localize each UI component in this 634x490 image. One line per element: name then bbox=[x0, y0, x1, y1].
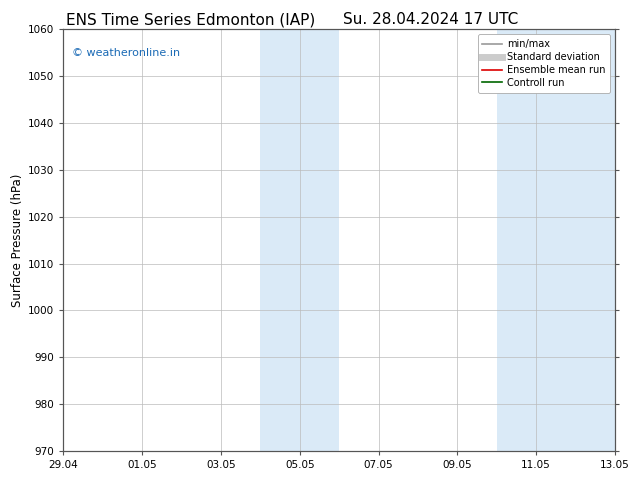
Text: ENS Time Series Edmonton (IAP): ENS Time Series Edmonton (IAP) bbox=[65, 12, 315, 27]
Text: © weatheronline.in: © weatheronline.in bbox=[72, 49, 180, 58]
Bar bbox=[261, 29, 339, 451]
Bar bbox=[497, 29, 615, 451]
Legend: min/max, Standard deviation, Ensemble mean run, Controll run: min/max, Standard deviation, Ensemble me… bbox=[477, 34, 610, 93]
Text: Su. 28.04.2024 17 UTC: Su. 28.04.2024 17 UTC bbox=[344, 12, 519, 27]
Y-axis label: Surface Pressure (hPa): Surface Pressure (hPa) bbox=[11, 173, 24, 307]
